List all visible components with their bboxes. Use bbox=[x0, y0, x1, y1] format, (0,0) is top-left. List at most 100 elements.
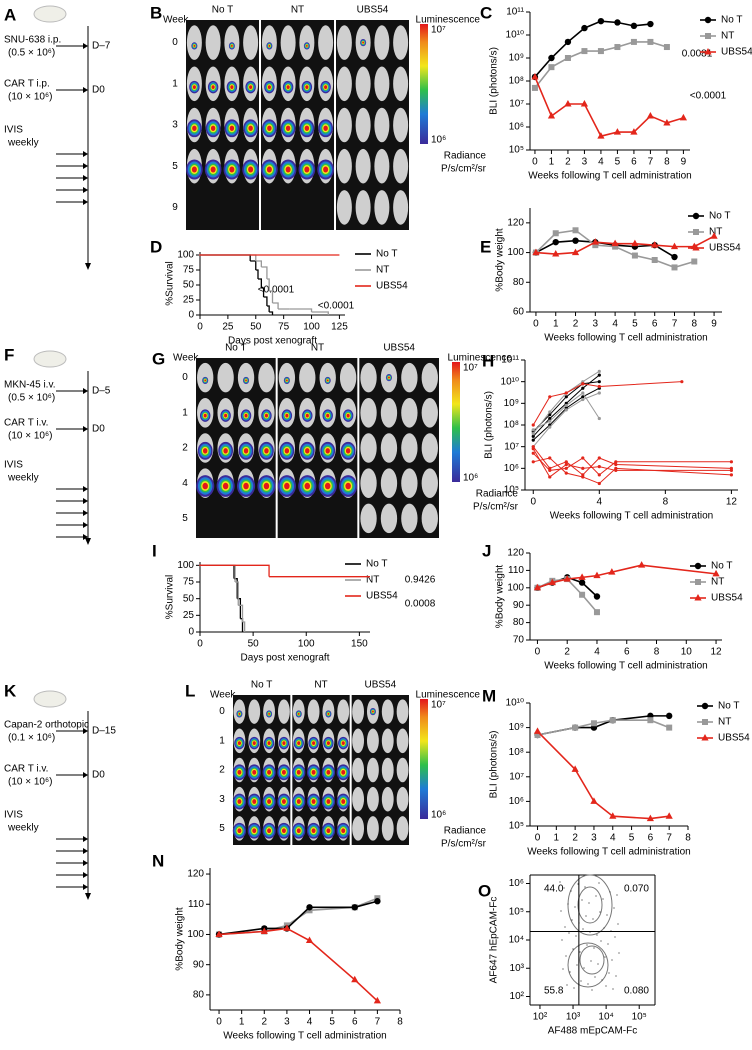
event bbox=[595, 895, 597, 897]
signal bbox=[245, 379, 247, 382]
group-label: No T bbox=[251, 680, 273, 691]
mouse-icon bbox=[33, 690, 67, 708]
marker bbox=[702, 719, 708, 725]
event bbox=[581, 899, 583, 901]
marker bbox=[692, 244, 700, 251]
event bbox=[575, 935, 577, 937]
signal bbox=[281, 828, 286, 834]
signal bbox=[311, 828, 316, 834]
quadrant-value: 44.0 bbox=[544, 884, 564, 895]
mouse bbox=[355, 148, 371, 184]
marker bbox=[679, 113, 688, 121]
marker bbox=[578, 579, 586, 586]
mouse bbox=[258, 362, 275, 393]
x-tick-label: 4 bbox=[594, 647, 600, 658]
marker bbox=[701, 702, 709, 710]
panel-letter: D bbox=[150, 237, 162, 256]
y-tick-label: 10¹⁰ bbox=[506, 30, 524, 41]
event bbox=[611, 959, 613, 961]
x-axis-label: Weeks following T cell administration bbox=[527, 847, 690, 858]
event bbox=[577, 883, 579, 885]
series-line bbox=[537, 564, 717, 589]
x-tick-label: 100 bbox=[298, 639, 315, 650]
panel-letter: C bbox=[480, 3, 492, 22]
x-tick-label: 2 bbox=[564, 647, 570, 658]
signal bbox=[311, 799, 316, 804]
arrow-head bbox=[83, 486, 88, 492]
mouse bbox=[307, 699, 320, 724]
marker bbox=[581, 395, 585, 399]
marker bbox=[579, 591, 586, 598]
week-label: 9 bbox=[172, 202, 178, 213]
y-tick-label: 80 bbox=[513, 277, 525, 288]
marker bbox=[373, 996, 381, 1004]
arrow-head bbox=[83, 772, 88, 778]
mouse-icon bbox=[33, 5, 67, 23]
event bbox=[602, 898, 604, 900]
marker bbox=[590, 720, 597, 727]
annotation: 0.0008 bbox=[405, 599, 436, 610]
marker bbox=[581, 382, 585, 386]
annotation: <0.0001 bbox=[690, 91, 727, 102]
x-tick-label: 0 bbox=[532, 157, 538, 168]
marker bbox=[597, 465, 601, 469]
group-label: No T bbox=[225, 343, 247, 354]
marker bbox=[614, 44, 621, 51]
marker bbox=[630, 38, 637, 45]
marker bbox=[534, 732, 541, 739]
mouse bbox=[374, 66, 390, 102]
x-tick-label: 9 bbox=[681, 157, 687, 168]
signal bbox=[285, 166, 291, 173]
marker bbox=[581, 48, 588, 55]
mouse bbox=[366, 757, 379, 783]
group-label: UBS54 bbox=[364, 680, 396, 691]
mouse bbox=[366, 816, 379, 841]
signal bbox=[267, 741, 271, 746]
marker bbox=[630, 128, 638, 135]
marker bbox=[564, 466, 568, 470]
signal bbox=[204, 379, 207, 382]
panel-letter: F bbox=[4, 345, 14, 364]
signal bbox=[264, 413, 269, 418]
marker bbox=[564, 100, 572, 107]
step-text: IVIS bbox=[4, 125, 23, 136]
event bbox=[596, 934, 598, 936]
step-text: MKN-45 i.v. bbox=[4, 380, 56, 391]
quadrant-value: 0.070 bbox=[624, 884, 649, 895]
x-axis-label: Weeks following T cell administration bbox=[223, 1031, 386, 1042]
marker bbox=[646, 814, 654, 822]
group-label: NT bbox=[291, 5, 304, 16]
mouse-icon bbox=[33, 350, 67, 368]
mouse bbox=[393, 148, 409, 184]
signal bbox=[191, 166, 197, 173]
marker bbox=[581, 466, 585, 470]
marker bbox=[564, 408, 568, 412]
survival-step bbox=[261, 266, 268, 279]
event bbox=[601, 979, 603, 981]
event bbox=[606, 914, 608, 916]
legend-label: UBS54 bbox=[718, 733, 750, 744]
y-tick-label: 80 bbox=[513, 617, 525, 628]
signal bbox=[267, 85, 271, 89]
mouse bbox=[217, 362, 234, 393]
mouse bbox=[421, 362, 438, 393]
signal bbox=[230, 44, 233, 47]
marker bbox=[564, 395, 568, 399]
signal bbox=[286, 85, 290, 89]
week-label: 2 bbox=[182, 443, 188, 454]
x-tick-label: 4 bbox=[612, 319, 618, 330]
signal bbox=[252, 828, 257, 834]
event bbox=[614, 936, 616, 938]
signal bbox=[238, 712, 241, 716]
arrow-head bbox=[83, 872, 88, 878]
event bbox=[560, 910, 562, 912]
marker bbox=[597, 384, 601, 389]
x-tick-label: 1 bbox=[554, 833, 560, 844]
marker bbox=[631, 239, 639, 247]
legend-label: NT bbox=[721, 31, 734, 42]
legend-label: No T bbox=[711, 561, 733, 572]
legend-label: No T bbox=[718, 701, 740, 712]
timeline-head bbox=[85, 538, 91, 545]
signal bbox=[281, 769, 286, 775]
legend-label: No T bbox=[376, 249, 398, 260]
